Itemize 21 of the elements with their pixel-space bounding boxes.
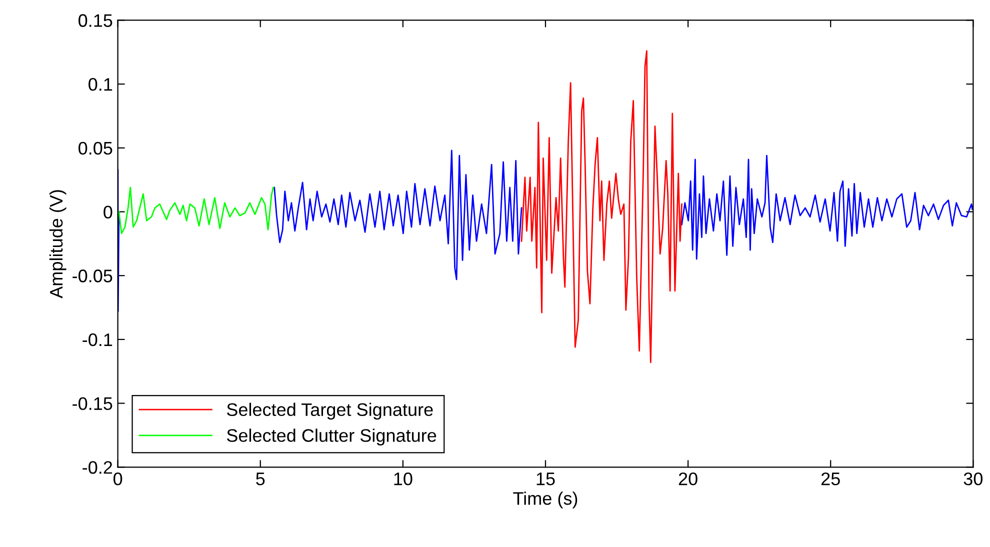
legend-label: Selected Clutter Signature xyxy=(226,428,436,446)
y-tick-label: -0.15 xyxy=(72,397,112,410)
x-tick-label: 15 xyxy=(536,472,555,486)
y-tick-label: -0.2 xyxy=(82,461,112,474)
x-tick-label: 25 xyxy=(821,472,840,486)
y-axis-title: Amplitude (V) xyxy=(49,190,66,298)
line-series xyxy=(118,186,274,234)
y-tick-label: 0.05 xyxy=(78,142,112,155)
x-tick-label: 30 xyxy=(964,472,983,486)
legend-label: Selected Target Signature xyxy=(226,402,433,420)
x-tick-label: 5 xyxy=(256,472,265,486)
x-tick-label: 20 xyxy=(678,472,698,486)
y-tick-label: -0.05 xyxy=(72,270,112,282)
y-tick-label: 0.15 xyxy=(78,14,112,27)
x-tick-label: 10 xyxy=(394,472,412,486)
x-tick-label: 0 xyxy=(113,472,122,486)
x-axis-title: Time (s) xyxy=(513,492,578,508)
line-series xyxy=(520,50,682,364)
y-tick-label: -0.1 xyxy=(82,333,112,346)
y-tick-label: 0.1 xyxy=(88,78,112,91)
y-tick-label: 0 xyxy=(104,206,112,218)
